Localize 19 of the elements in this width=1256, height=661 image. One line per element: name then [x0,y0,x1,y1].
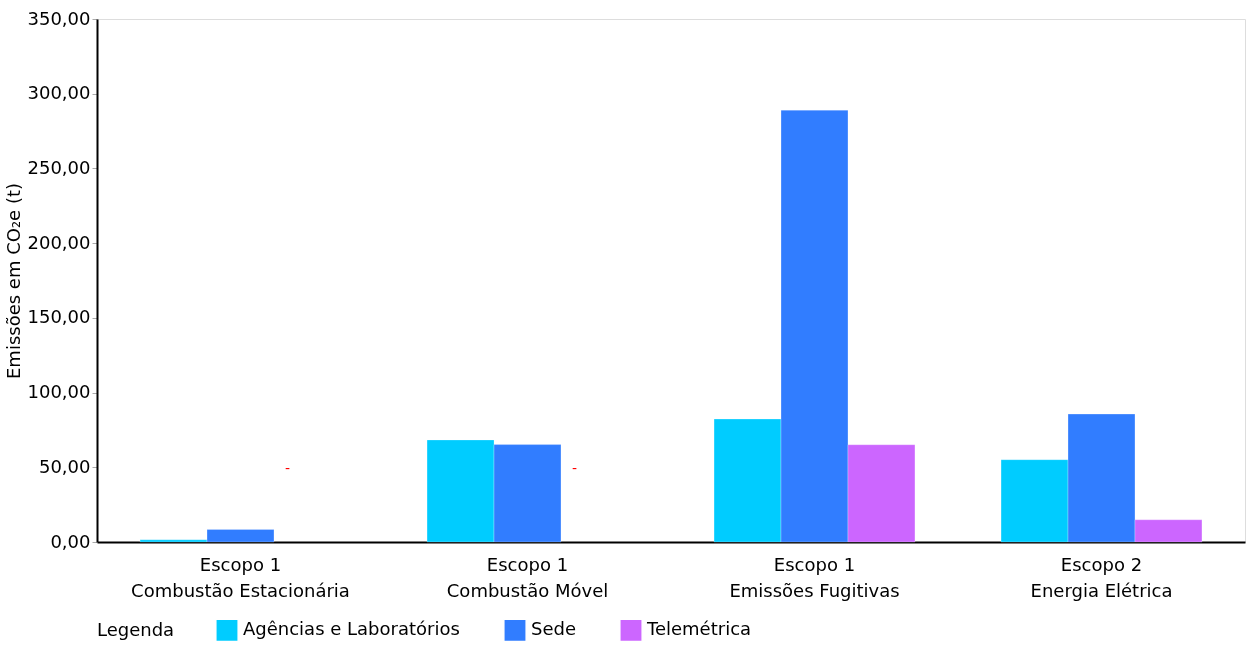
y-tick-label: 150,00 [27,306,91,328]
x-tick-label: Escopo 2 Energia Elétrica [1030,553,1173,601]
y-tick-label: 250,00 [27,156,91,178]
y-tick-label: 100,00 [27,381,91,403]
y-tick-label: 50,00 [38,455,91,477]
y-tick-label: 200,00 [27,231,91,253]
legend-title: Legenda [97,619,175,640]
legend-label: Sede [531,618,576,640]
y-tick-label: 300,00 [27,82,91,104]
legend-label: Telemétrica [646,618,752,640]
x-tick-label: Escopo 1 Combustão Móvel [446,553,609,601]
x-tick-label: Escopo 1 Combustão Estacionária [131,553,350,601]
legend-label: Agências e Laboratórios [243,618,460,640]
annotation: - [284,460,291,476]
y-tick-label: 350,00 [27,7,91,29]
y-tick-label: 0,00 [50,530,91,552]
annotation: - [571,460,578,476]
x-tick-label: Escopo 1 Emissões Fugitivas [729,553,900,601]
y-axis-title: Emissões em CO₂e (t) [2,182,24,380]
